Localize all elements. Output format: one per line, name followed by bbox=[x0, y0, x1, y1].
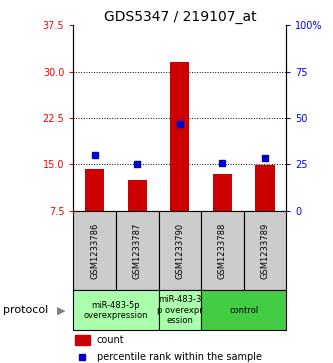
Bar bbox=[116, 211, 159, 290]
Text: protocol: protocol bbox=[3, 305, 49, 315]
Text: ▶: ▶ bbox=[57, 305, 65, 315]
Text: control: control bbox=[229, 306, 258, 315]
Bar bbox=[201, 290, 286, 330]
Bar bbox=[159, 211, 201, 290]
Text: GSM1233790: GSM1233790 bbox=[175, 223, 184, 278]
Bar bbox=[244, 211, 286, 290]
Bar bbox=[128, 180, 147, 211]
Text: GSM1233787: GSM1233787 bbox=[133, 222, 142, 279]
Title: GDS5347 / 219107_at: GDS5347 / 219107_at bbox=[104, 11, 256, 24]
Bar bbox=[75, 335, 90, 345]
Text: miR-483-3
p overexpr
ession: miR-483-3 p overexpr ession bbox=[157, 295, 203, 325]
Text: GSM1233786: GSM1233786 bbox=[90, 222, 99, 279]
Text: count: count bbox=[97, 335, 124, 345]
Bar bbox=[73, 290, 159, 330]
Bar bbox=[159, 290, 201, 330]
Bar bbox=[201, 211, 244, 290]
Bar bbox=[213, 174, 232, 211]
Text: GSM1233789: GSM1233789 bbox=[260, 223, 270, 278]
Bar bbox=[85, 169, 104, 211]
Text: percentile rank within the sample: percentile rank within the sample bbox=[97, 352, 262, 362]
Bar bbox=[170, 62, 189, 211]
Text: miR-483-5p
overexpression: miR-483-5p overexpression bbox=[84, 301, 148, 320]
Text: GSM1233788: GSM1233788 bbox=[218, 222, 227, 279]
Bar bbox=[255, 166, 275, 211]
Bar bbox=[73, 211, 116, 290]
